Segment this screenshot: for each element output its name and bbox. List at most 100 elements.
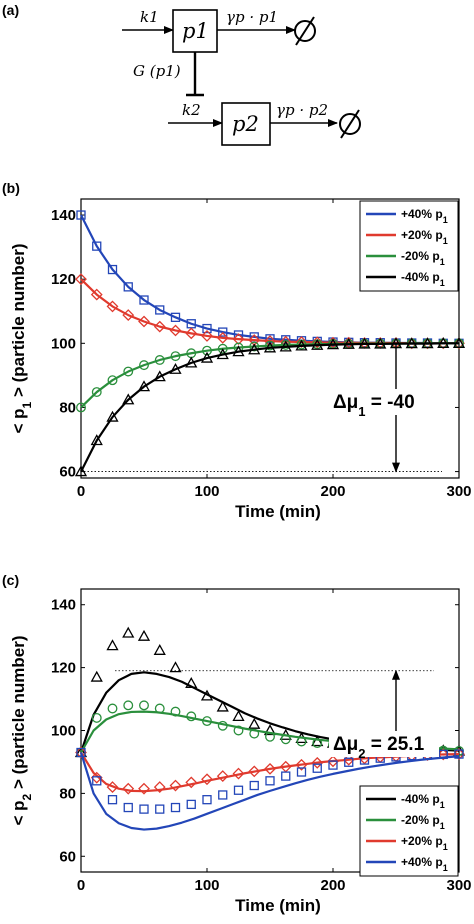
data-point xyxy=(265,340,275,351)
data-point xyxy=(358,337,371,349)
data-point xyxy=(185,356,198,368)
chart-p1: 0 100 200 300 60 80 100 120 140 Time (min) < p1 > … xyxy=(9,198,472,521)
data-point xyxy=(153,370,166,382)
chart-p2: 0 100 200 300 60 80 100 120 140 Time (min) < p2 > … xyxy=(9,588,472,915)
legend-label: +20% p1 xyxy=(401,228,448,246)
data-point xyxy=(437,748,450,761)
panel-label-c: (c) xyxy=(2,572,19,588)
data-point xyxy=(296,736,307,747)
data-point xyxy=(232,345,245,357)
x-tick-label: 0 xyxy=(77,877,85,894)
data-point xyxy=(76,747,86,758)
data-point xyxy=(232,710,245,721)
y-tick-label: 140 xyxy=(51,597,76,614)
data-point xyxy=(200,351,214,363)
data-point xyxy=(185,327,198,340)
data-point xyxy=(106,300,119,313)
data-point xyxy=(232,333,245,346)
annotation-bg xyxy=(329,731,439,757)
data-point xyxy=(202,716,212,727)
y-tick-label: 60 xyxy=(59,848,76,865)
data-point xyxy=(279,340,292,352)
series--40-p1 xyxy=(74,336,466,477)
empty-set-icon xyxy=(294,16,316,46)
data-point xyxy=(139,360,149,371)
y-tick-label: 100 xyxy=(51,335,76,352)
data-point xyxy=(200,689,214,701)
data-point xyxy=(137,629,151,641)
data-point xyxy=(154,703,165,714)
data-point xyxy=(155,305,165,315)
legend-label: -40% p1 xyxy=(401,792,445,810)
data-point xyxy=(326,338,340,350)
data-point xyxy=(453,748,465,761)
data-point xyxy=(374,337,387,349)
data-point xyxy=(265,776,275,786)
data-point xyxy=(169,661,182,673)
data-point xyxy=(437,337,450,350)
p2-box xyxy=(221,102,271,146)
annotation-bg xyxy=(329,389,421,415)
data-point xyxy=(153,643,166,655)
data-point xyxy=(281,771,291,781)
data-point xyxy=(137,380,151,392)
x-tick-label: 300 xyxy=(446,877,471,894)
y-axis-label: < p2 > (particle number) xyxy=(9,636,34,826)
data-point xyxy=(233,785,244,795)
data-point xyxy=(92,241,102,251)
y-axis-label: < p1 > (particle number) xyxy=(9,244,34,434)
data-point xyxy=(312,738,323,749)
data-point xyxy=(185,676,198,688)
legend-label: -20% p1 xyxy=(401,249,445,267)
x-axis-label: Time (min) xyxy=(235,896,321,915)
data-point xyxy=(202,795,212,805)
data-point xyxy=(76,210,86,220)
data-point xyxy=(454,749,464,759)
data-point xyxy=(90,670,103,682)
data-point xyxy=(202,323,212,334)
data-point xyxy=(169,362,182,374)
k2-label: k2 xyxy=(182,101,201,119)
x-tick-label: 0 xyxy=(77,483,85,500)
data-point xyxy=(75,746,87,759)
data-point xyxy=(139,700,149,711)
data-point xyxy=(405,337,418,349)
x-tick-label: 200 xyxy=(320,483,345,500)
data-point xyxy=(185,776,198,789)
panel-label-a: (a) xyxy=(2,2,19,18)
data-point xyxy=(107,375,118,386)
data-point xyxy=(216,770,229,783)
data-point xyxy=(122,782,135,795)
p1-box-label: p1 xyxy=(182,19,209,43)
data-point xyxy=(249,728,260,739)
legend-label: -40% p1 xyxy=(401,270,445,288)
data-point xyxy=(107,795,118,805)
data-point xyxy=(76,402,86,413)
data-point xyxy=(186,711,197,722)
legend: +40% p1 +20% p1 -20% p1 -40% p1 xyxy=(359,200,459,292)
data-point xyxy=(90,434,103,446)
data-point xyxy=(248,765,261,778)
data-point xyxy=(106,781,119,794)
y-tick-label: 80 xyxy=(59,399,76,416)
p2-box-label: p2 xyxy=(232,112,259,136)
data-point xyxy=(295,758,308,771)
data-point xyxy=(437,336,450,348)
data-point xyxy=(170,312,181,322)
data-point xyxy=(106,639,119,651)
data-point xyxy=(202,345,212,356)
data-point xyxy=(216,348,229,360)
x-axis-label: Time (min) xyxy=(235,502,321,521)
data-point xyxy=(218,790,228,800)
annotation-text: Δμ2 = 25.1 xyxy=(333,734,425,761)
data-point xyxy=(170,802,181,813)
empty-set-icon xyxy=(339,109,361,139)
data-point xyxy=(123,366,134,377)
data-point xyxy=(107,703,118,714)
data-point xyxy=(280,734,291,745)
data-point xyxy=(217,720,228,731)
p1-degradation-label: γp · p1 xyxy=(226,8,278,26)
y-tick-label: 60 xyxy=(59,464,76,481)
inhibition-label: G (p1) xyxy=(133,62,181,80)
data-point xyxy=(216,331,229,344)
